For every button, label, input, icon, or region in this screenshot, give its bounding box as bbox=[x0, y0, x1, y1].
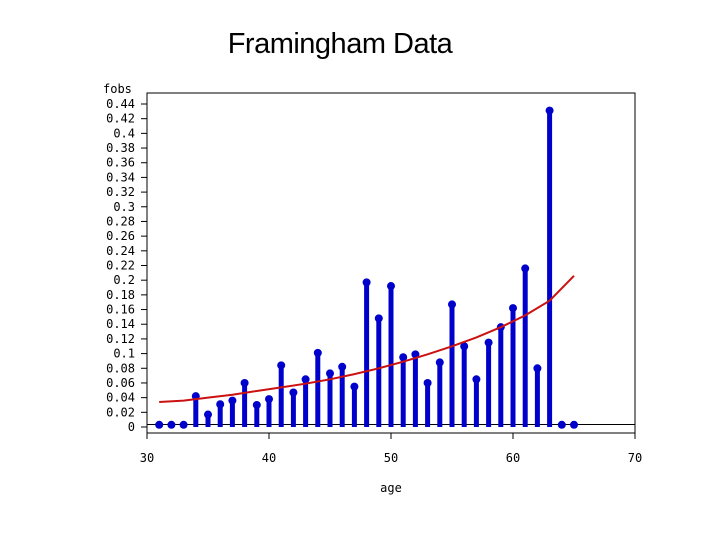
needle-point bbox=[240, 378, 249, 387]
y-tick-label: 0.44 bbox=[106, 97, 135, 111]
needle-point bbox=[533, 364, 542, 373]
y-axis-label: fobs bbox=[103, 82, 132, 96]
needle-point bbox=[435, 358, 444, 367]
needle-point bbox=[472, 375, 481, 384]
needle-point bbox=[521, 264, 530, 273]
needle-point bbox=[301, 375, 310, 384]
needle-point bbox=[411, 350, 420, 359]
needle-point bbox=[338, 362, 347, 371]
needle-point bbox=[277, 361, 286, 370]
fitted-curve bbox=[159, 275, 575, 403]
needle-point bbox=[326, 369, 334, 378]
needle-point bbox=[167, 420, 176, 429]
y-tick-label: 0.36 bbox=[106, 156, 135, 170]
needle-point bbox=[313, 348, 322, 357]
y-tick-label: 0.42 bbox=[106, 112, 135, 126]
needle-series bbox=[155, 106, 578, 429]
y-tick-label: 0.22 bbox=[106, 259, 135, 273]
needle-point bbox=[289, 388, 298, 397]
needle-point bbox=[545, 106, 554, 115]
needle-point bbox=[448, 300, 456, 309]
needle-point bbox=[399, 353, 408, 362]
x-tick-label: 60 bbox=[506, 451, 520, 465]
needle-point bbox=[423, 378, 432, 387]
needle-point bbox=[252, 400, 261, 409]
y-tick-label: 0 bbox=[128, 420, 135, 434]
y-tick-label: 0.4 bbox=[113, 126, 135, 140]
y-tick-label: 0.14 bbox=[106, 317, 135, 331]
y-tick-label: 0.02 bbox=[106, 405, 135, 419]
needle-point bbox=[350, 382, 359, 391]
x-tick-label: 30 bbox=[140, 451, 154, 465]
y-tick-label: 0.32 bbox=[106, 185, 135, 199]
needle-point bbox=[387, 282, 395, 291]
y-tick-label: 0.38 bbox=[106, 141, 135, 155]
y-tick-label: 0.2 bbox=[113, 273, 135, 287]
needle-point bbox=[484, 338, 493, 347]
needle-point bbox=[509, 304, 517, 313]
y-tick-label: 0.34 bbox=[106, 170, 135, 184]
y-tick-label: 0.3 bbox=[113, 200, 135, 214]
x-tick-label: 50 bbox=[384, 451, 398, 465]
needle-point bbox=[374, 314, 383, 323]
x-axis-label: age bbox=[380, 481, 402, 495]
needle-point bbox=[155, 420, 164, 429]
y-axis: 00.020.040.060.080.10.120.140.160.180.20… bbox=[106, 97, 147, 434]
needle-point bbox=[557, 420, 566, 429]
y-tick-label: 0.18 bbox=[106, 288, 135, 302]
needle-point bbox=[216, 400, 225, 409]
needle-point bbox=[204, 410, 212, 419]
needle-point bbox=[179, 420, 188, 429]
x-tick-label: 40 bbox=[262, 451, 276, 465]
y-tick-label: 0.1 bbox=[113, 347, 135, 361]
needle-point bbox=[228, 396, 237, 405]
y-tick-label: 0.16 bbox=[106, 303, 135, 317]
x-axis: 30 40 50 60 70 bbox=[140, 433, 642, 465]
y-tick-label: 0.26 bbox=[106, 229, 135, 243]
needle-point bbox=[362, 278, 371, 287]
y-tick-label: 0.04 bbox=[106, 391, 135, 405]
y-tick-label: 0.12 bbox=[106, 332, 135, 346]
x-tick-label: 70 bbox=[628, 451, 642, 465]
y-tick-label: 0.08 bbox=[106, 361, 135, 375]
y-tick-label: 0.28 bbox=[106, 214, 135, 228]
needle-point bbox=[460, 342, 469, 351]
needle-point bbox=[570, 420, 578, 429]
needle-point bbox=[265, 395, 273, 404]
chart-title: Framingham Data bbox=[227, 28, 453, 60]
y-tick-label: 0.06 bbox=[106, 376, 135, 390]
y-tick-label: 0.24 bbox=[106, 244, 135, 258]
